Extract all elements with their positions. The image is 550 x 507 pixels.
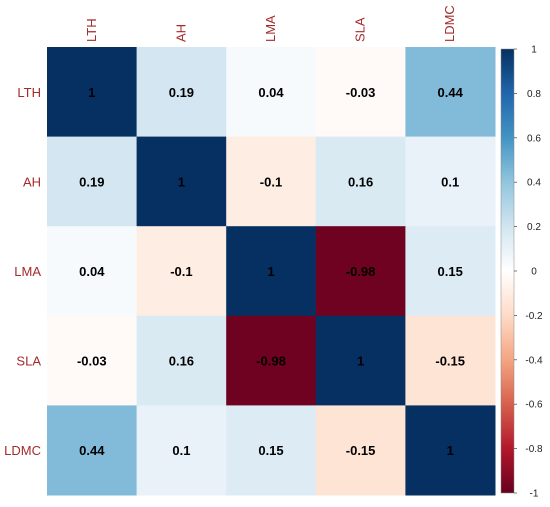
cell-value-label: 0.1 (441, 174, 459, 189)
colorbar-tick-label: 0 (531, 267, 537, 278)
colorbar-tick-label: 0.6 (527, 133, 541, 144)
colorbar-gradient (500, 48, 515, 494)
heatmap-cell-labels: 1 0.19 0.04 -0.03 0.44 0.19 1 -0.1 0.16 0.1 0.04 -0… (77, 85, 465, 458)
heatmap-cell-sla-lth (47, 315, 138, 406)
colorbar-tick-label: -0.6 (525, 400, 543, 411)
cell-value-label: 1 (357, 354, 364, 369)
colorbar: 1 0.8 0.6 0.4 0.2 0 -0.2 -0.4 -0.6 -0.8 -1 (500, 45, 543, 500)
cell-value-label: 0.44 (438, 85, 464, 100)
heatmap-cell-sla-ah (136, 315, 227, 406)
heatmap-cell-lma-lth (47, 226, 138, 317)
y-axis-label-ldmc: LDMC (4, 443, 41, 458)
cell-value-label: 0.16 (169, 354, 194, 369)
cell-value-label: 0.19 (79, 174, 104, 189)
x-axis-label-ah: AH (173, 24, 188, 42)
heatmap-cell-lma-ah (136, 226, 227, 317)
heatmap-cell-lth-ldmc (405, 47, 496, 138)
heatmap-cell-lth-lma (226, 47, 317, 138)
heatmap-cell-ah-lma (226, 136, 317, 227)
cell-value-label: 1 (178, 174, 185, 189)
x-axis-label-lma: LMA (263, 15, 278, 42)
heatmap-cell-ldmc-ldmc (405, 405, 496, 496)
x-axis-label-sla: SLA (353, 17, 368, 42)
heatmap-cell-lth-ah (136, 47, 227, 138)
cell-value-label: 1 (267, 264, 274, 279)
cell-value-label: -0.1 (260, 174, 282, 189)
heatmap-cells (47, 47, 496, 496)
y-axis-labels: LTH AH LMA SLA LDMC (4, 85, 41, 458)
cell-value-label: -0.98 (346, 264, 376, 279)
cell-value-label: 0.04 (258, 85, 284, 100)
cell-value-label: 1 (447, 443, 454, 458)
colorbar-tick-label: -0.2 (525, 311, 543, 322)
heatmap-cell-lma-sla (315, 226, 406, 317)
cell-value-label: -0.03 (346, 85, 376, 100)
heatmap-cell-lma-ldmc (405, 226, 496, 317)
cell-value-label: 0.15 (438, 264, 463, 279)
y-axis-label-lma: LMA (14, 264, 41, 279)
heatmap-cell-ldmc-lth (47, 405, 138, 496)
cell-value-label: 0.1 (172, 443, 190, 458)
cell-value-label: -0.15 (346, 443, 376, 458)
cell-value-label: 0.44 (79, 443, 105, 458)
cell-value-label: 0.19 (169, 85, 194, 100)
cell-value-label: -0.15 (435, 354, 465, 369)
y-axis-label-ah: AH (23, 174, 41, 189)
x-axis-labels: LTH AH LMA SLA LDMC (84, 5, 457, 42)
heatmap-cell-ah-ah (136, 136, 227, 227)
heatmap-cell-ah-ldmc (405, 136, 496, 227)
cell-value-label: 0.15 (258, 443, 283, 458)
cell-value-label: 1 (88, 85, 95, 100)
heatmap-cell-ldmc-sla (315, 405, 406, 496)
cell-value-label: 0.04 (79, 264, 105, 279)
heatmap-cell-sla-ldmc (405, 315, 496, 406)
colorbar-tick-label: 0.8 (527, 89, 541, 100)
colorbar-tick-label: 1 (531, 45, 537, 56)
colorbar-tick-label: -0.4 (525, 355, 543, 366)
colorbar-tick-label: -0.8 (525, 444, 543, 455)
cell-value-label: -0.03 (77, 354, 107, 369)
heatmap-cell-sla-lma (226, 315, 317, 406)
heatmap-cell-lma-lma (226, 226, 317, 317)
cell-value-label: -0.98 (256, 354, 286, 369)
heatmap-cell-lth-sla (315, 47, 406, 138)
x-axis-label-ldmc: LDMC (442, 5, 457, 42)
cell-value-label: -0.1 (170, 264, 192, 279)
heatmap-cell-ah-lth (47, 136, 138, 227)
heatmap-cell-ldmc-ah (136, 405, 227, 496)
heatmap-cell-ldmc-lma (226, 405, 317, 496)
y-axis-label-lth: LTH (17, 85, 41, 100)
y-axis-label-sla: SLA (16, 354, 41, 369)
heatmap-cell-lth-lth (47, 47, 138, 138)
cell-value-label: 0.16 (348, 174, 373, 189)
heatmap-cell-sla-sla (315, 315, 406, 406)
heatmap-cell-ah-sla (315, 136, 406, 227)
colorbar-tick-label: 0.4 (527, 178, 541, 189)
colorbar-tick-label: 0.2 (527, 222, 541, 233)
colorbar-tick-label: -1 (530, 489, 539, 500)
x-axis-label-lth: LTH (84, 18, 99, 42)
